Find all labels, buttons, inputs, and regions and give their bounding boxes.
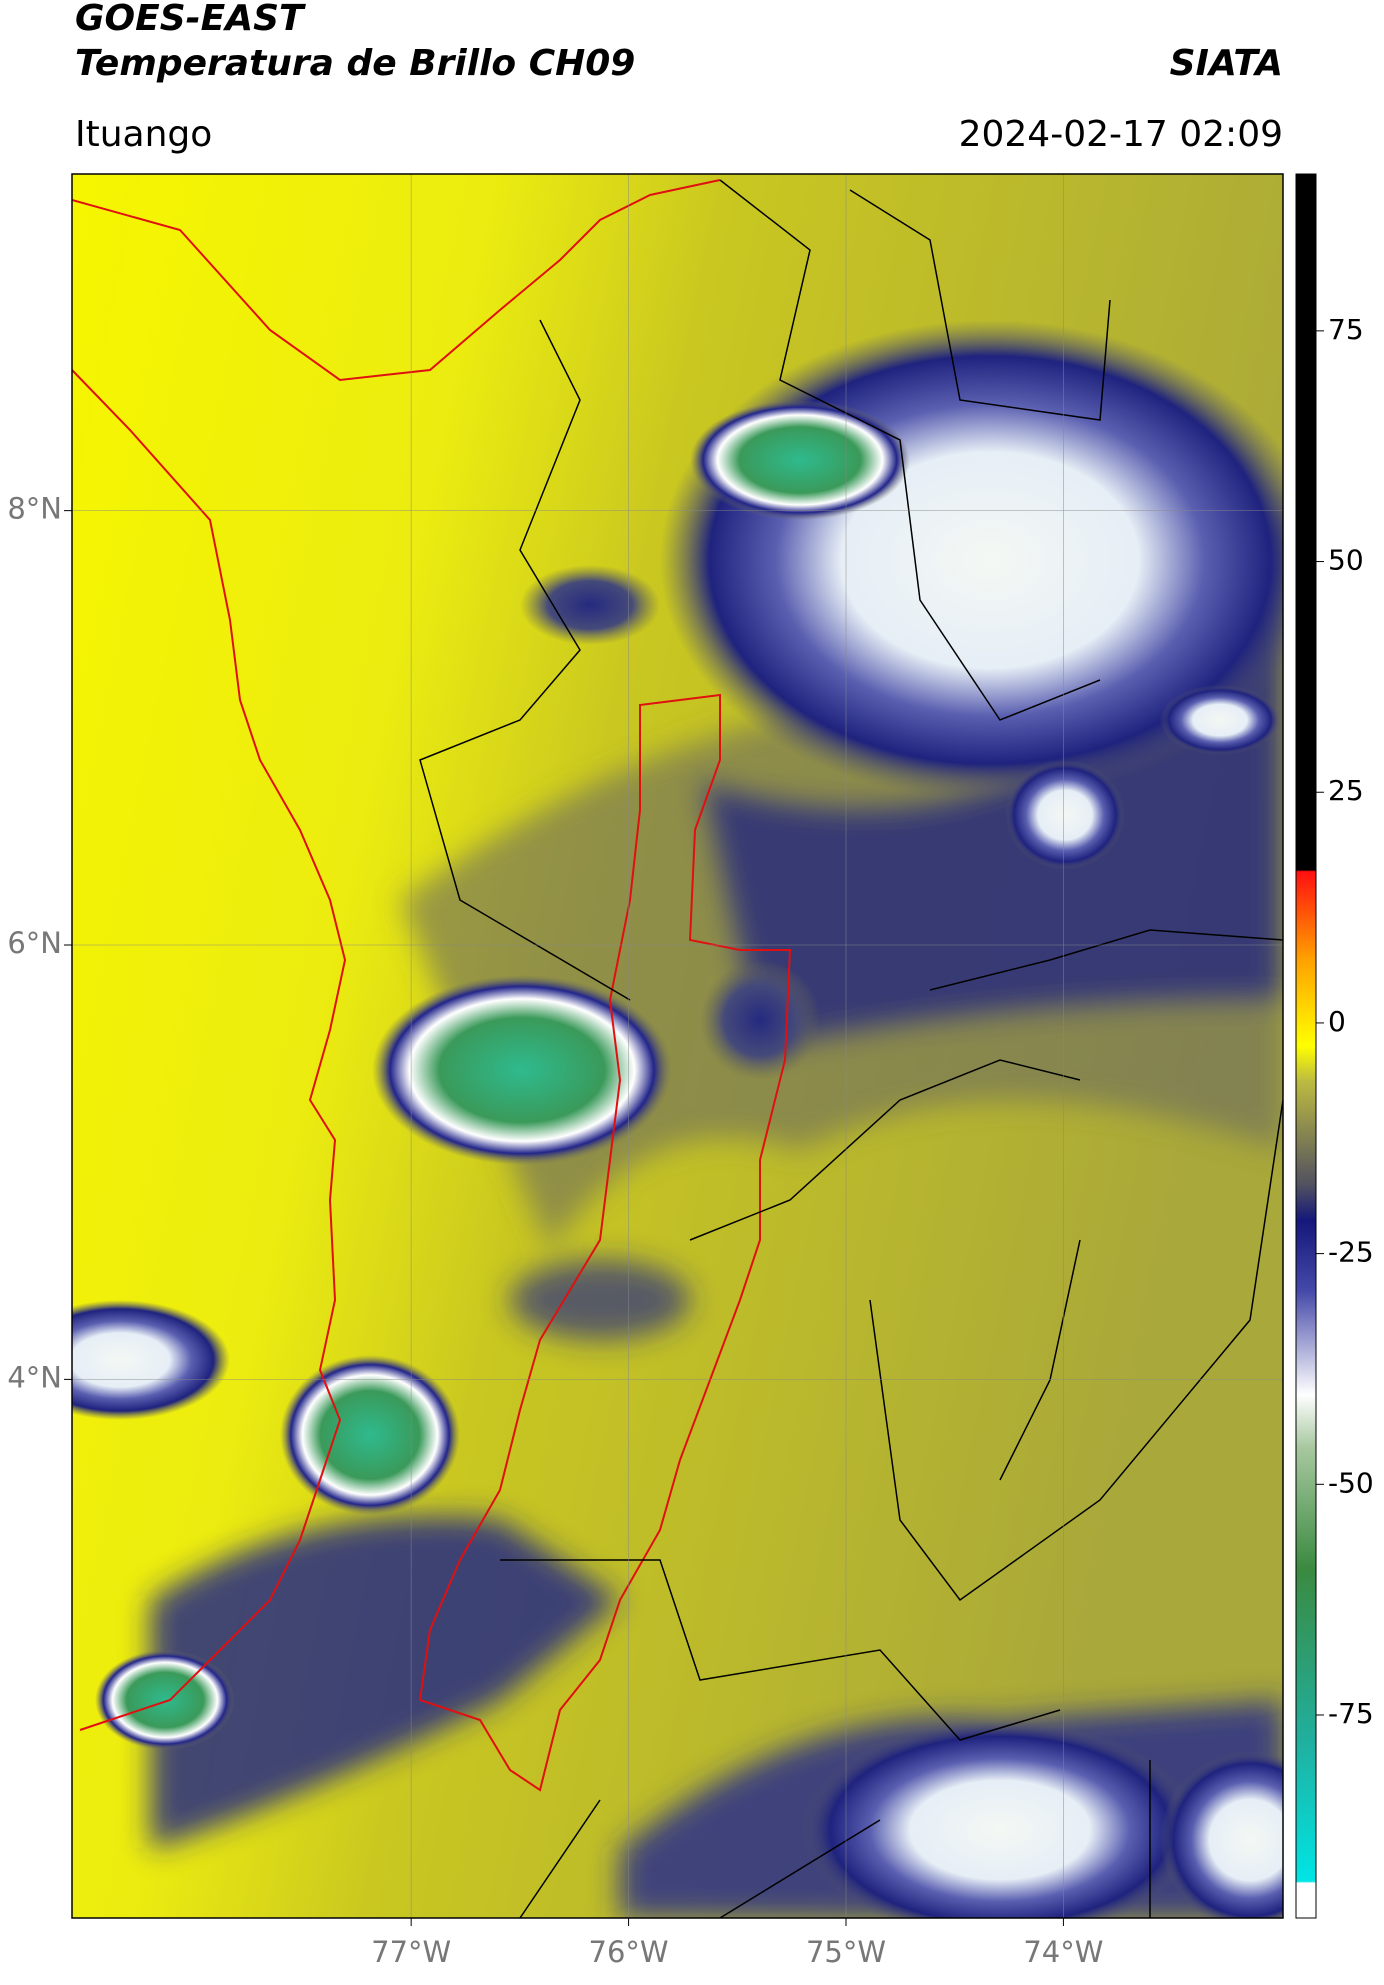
colorbar: [1295, 173, 1317, 1919]
colorbar-label: -75: [1328, 1697, 1374, 1730]
product: Temperatura de Brillo CH09: [75, 43, 635, 84]
y-tick-label: 4°N: [7, 1360, 62, 1394]
graticule: 77°W 76°W 75°W 74°W 8°N 6°N 4°N: [7, 174, 1283, 1969]
satellite: GOES-EAST: [75, 0, 306, 39]
map-frame: [71, 173, 1284, 1919]
x-tick-label: 75°W: [806, 1935, 886, 1969]
colorbar-label: 50: [1328, 544, 1364, 577]
colorbar-label: 0: [1328, 1005, 1346, 1038]
y-tick-label: 6°N: [7, 926, 62, 960]
x-tick-label: 74°W: [1023, 1935, 1103, 1969]
colorbar-label: 75: [1328, 313, 1364, 346]
colorbar-label: 25: [1328, 774, 1364, 807]
map-image: [72, 174, 1283, 1918]
location: Ituango: [75, 114, 212, 155]
datetime: 2024-02-17 02:09: [959, 114, 1283, 155]
colorbar-label: -25: [1328, 1236, 1374, 1269]
x-tick-label: 76°W: [589, 1935, 669, 1969]
y-tick-label: 8°N: [7, 492, 62, 526]
source: SIATA: [1170, 43, 1283, 84]
colorbar-label: -50: [1328, 1466, 1374, 1499]
colorbar-ticks: 75 50 25 0 -25 -50 -75: [1316, 313, 1374, 1730]
x-tick-label: 77°W: [371, 1935, 451, 1969]
